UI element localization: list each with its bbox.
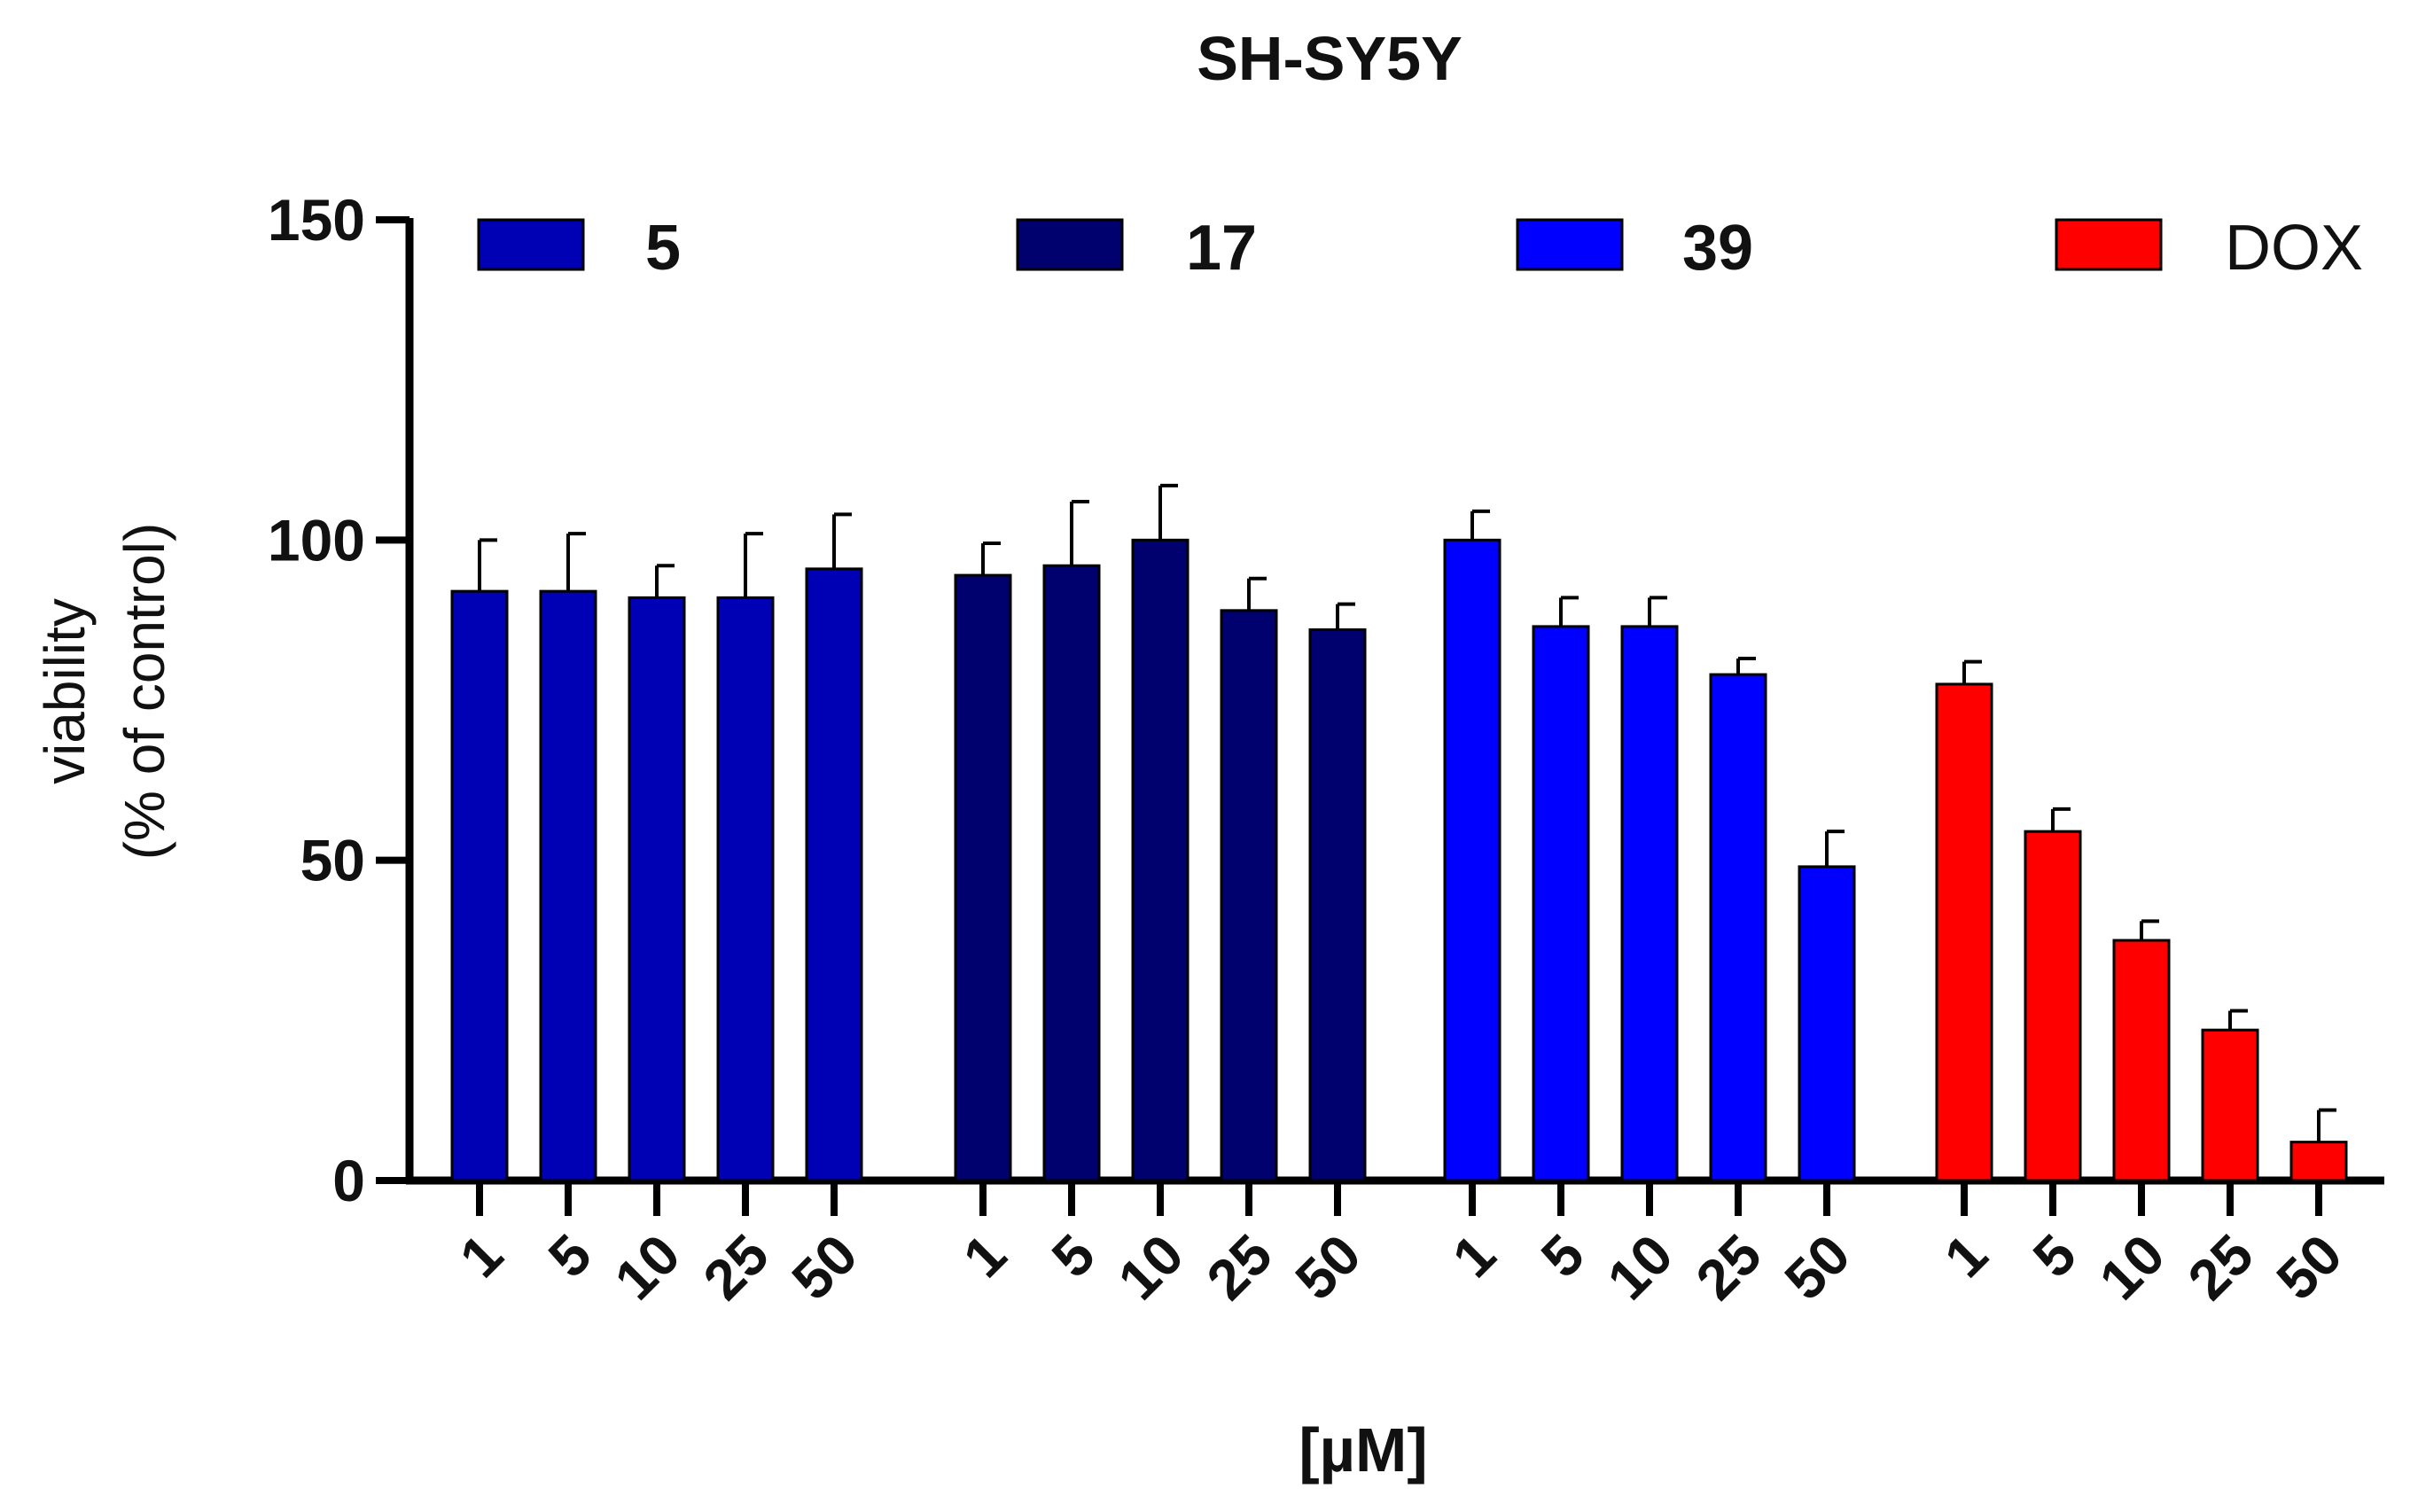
bar-17-25: [1220, 609, 1278, 1182]
x-tick-label: 10: [2087, 1222, 2177, 1312]
bar-DOX-5: [2024, 830, 2082, 1182]
x-tick-label: 1: [448, 1222, 515, 1290]
bar-39-5: [1532, 625, 1590, 1182]
bar-39-50: [1798, 865, 1856, 1182]
bar-17-1: [954, 573, 1012, 1182]
x-tick-label: 25: [1195, 1222, 1284, 1312]
x-tick-label: 10: [1106, 1222, 1196, 1312]
legend-label-17: 17: [1186, 213, 1257, 284]
chart-title: SH-SY5Y: [1197, 24, 1462, 93]
legend-swatch-39: [1516, 218, 1624, 271]
bar-5-25: [716, 596, 775, 1182]
legend-label-5: 5: [645, 213, 681, 284]
bar-39-10: [1620, 625, 1679, 1182]
legend-label-39: 39: [1682, 213, 1753, 284]
x-tick-label: 50: [1283, 1222, 1373, 1312]
x-tick-label: 1: [1932, 1222, 2000, 1290]
legend-label-DOX: DOX: [2225, 213, 2363, 284]
bar-DOX-25: [2201, 1028, 2259, 1182]
x-tick-label: 25: [2176, 1222, 2266, 1312]
y-tick-label: 50: [300, 828, 365, 893]
x-tick-label: 1: [1440, 1222, 1508, 1290]
bar-DOX-50: [2289, 1141, 2348, 1182]
bar-17-10: [1131, 538, 1190, 1182]
x-tick-label: 50: [2265, 1222, 2354, 1312]
y-tick-label: 100: [268, 507, 365, 573]
y-tick-label: 150: [268, 187, 365, 253]
bar-17-5: [1042, 564, 1101, 1182]
bar-39-1: [1443, 538, 1502, 1182]
bar-5-10: [628, 596, 686, 1182]
legend-swatch-DOX: [2055, 218, 2163, 271]
x-tick-label: 5: [1040, 1222, 1107, 1290]
bar-DOX-1: [1935, 682, 1993, 1182]
bar-5-5: [539, 589, 597, 1182]
x-tick-label: 50: [780, 1222, 870, 1312]
y-axis-label-line2: (% of control): [113, 523, 176, 861]
bar-39-25: [1709, 673, 1767, 1182]
x-axis-label: [µM]: [1299, 1415, 1427, 1485]
x-tick-label: 10: [603, 1222, 692, 1312]
x-tick-label: 50: [1773, 1222, 1862, 1312]
y-tick-label: 0: [332, 1148, 365, 1213]
x-tick-label: 5: [2021, 1222, 2088, 1290]
bar-5-1: [450, 589, 509, 1182]
bar-5-50: [805, 567, 863, 1182]
x-tick-label: 25: [691, 1222, 781, 1312]
legend: 5 17 39 DOX: [477, 213, 2363, 284]
bars: [450, 483, 2348, 1182]
x-tick-label: 1: [951, 1222, 1018, 1290]
legend-swatch-17: [1016, 218, 1124, 271]
y-axis-label-group: viability (% of control): [33, 523, 176, 861]
legend-swatch-5: [477, 218, 585, 271]
x-tick-label: 5: [536, 1222, 604, 1290]
x-tick-label: 25: [1684, 1222, 1774, 1312]
bar-DOX-10: [2112, 939, 2171, 1182]
x-tick-label: 5: [1529, 1222, 1596, 1290]
y-axis-label-line1: viability: [33, 598, 97, 784]
x-tick-label: 10: [1595, 1222, 1685, 1312]
bar-17-50: [1308, 628, 1367, 1182]
